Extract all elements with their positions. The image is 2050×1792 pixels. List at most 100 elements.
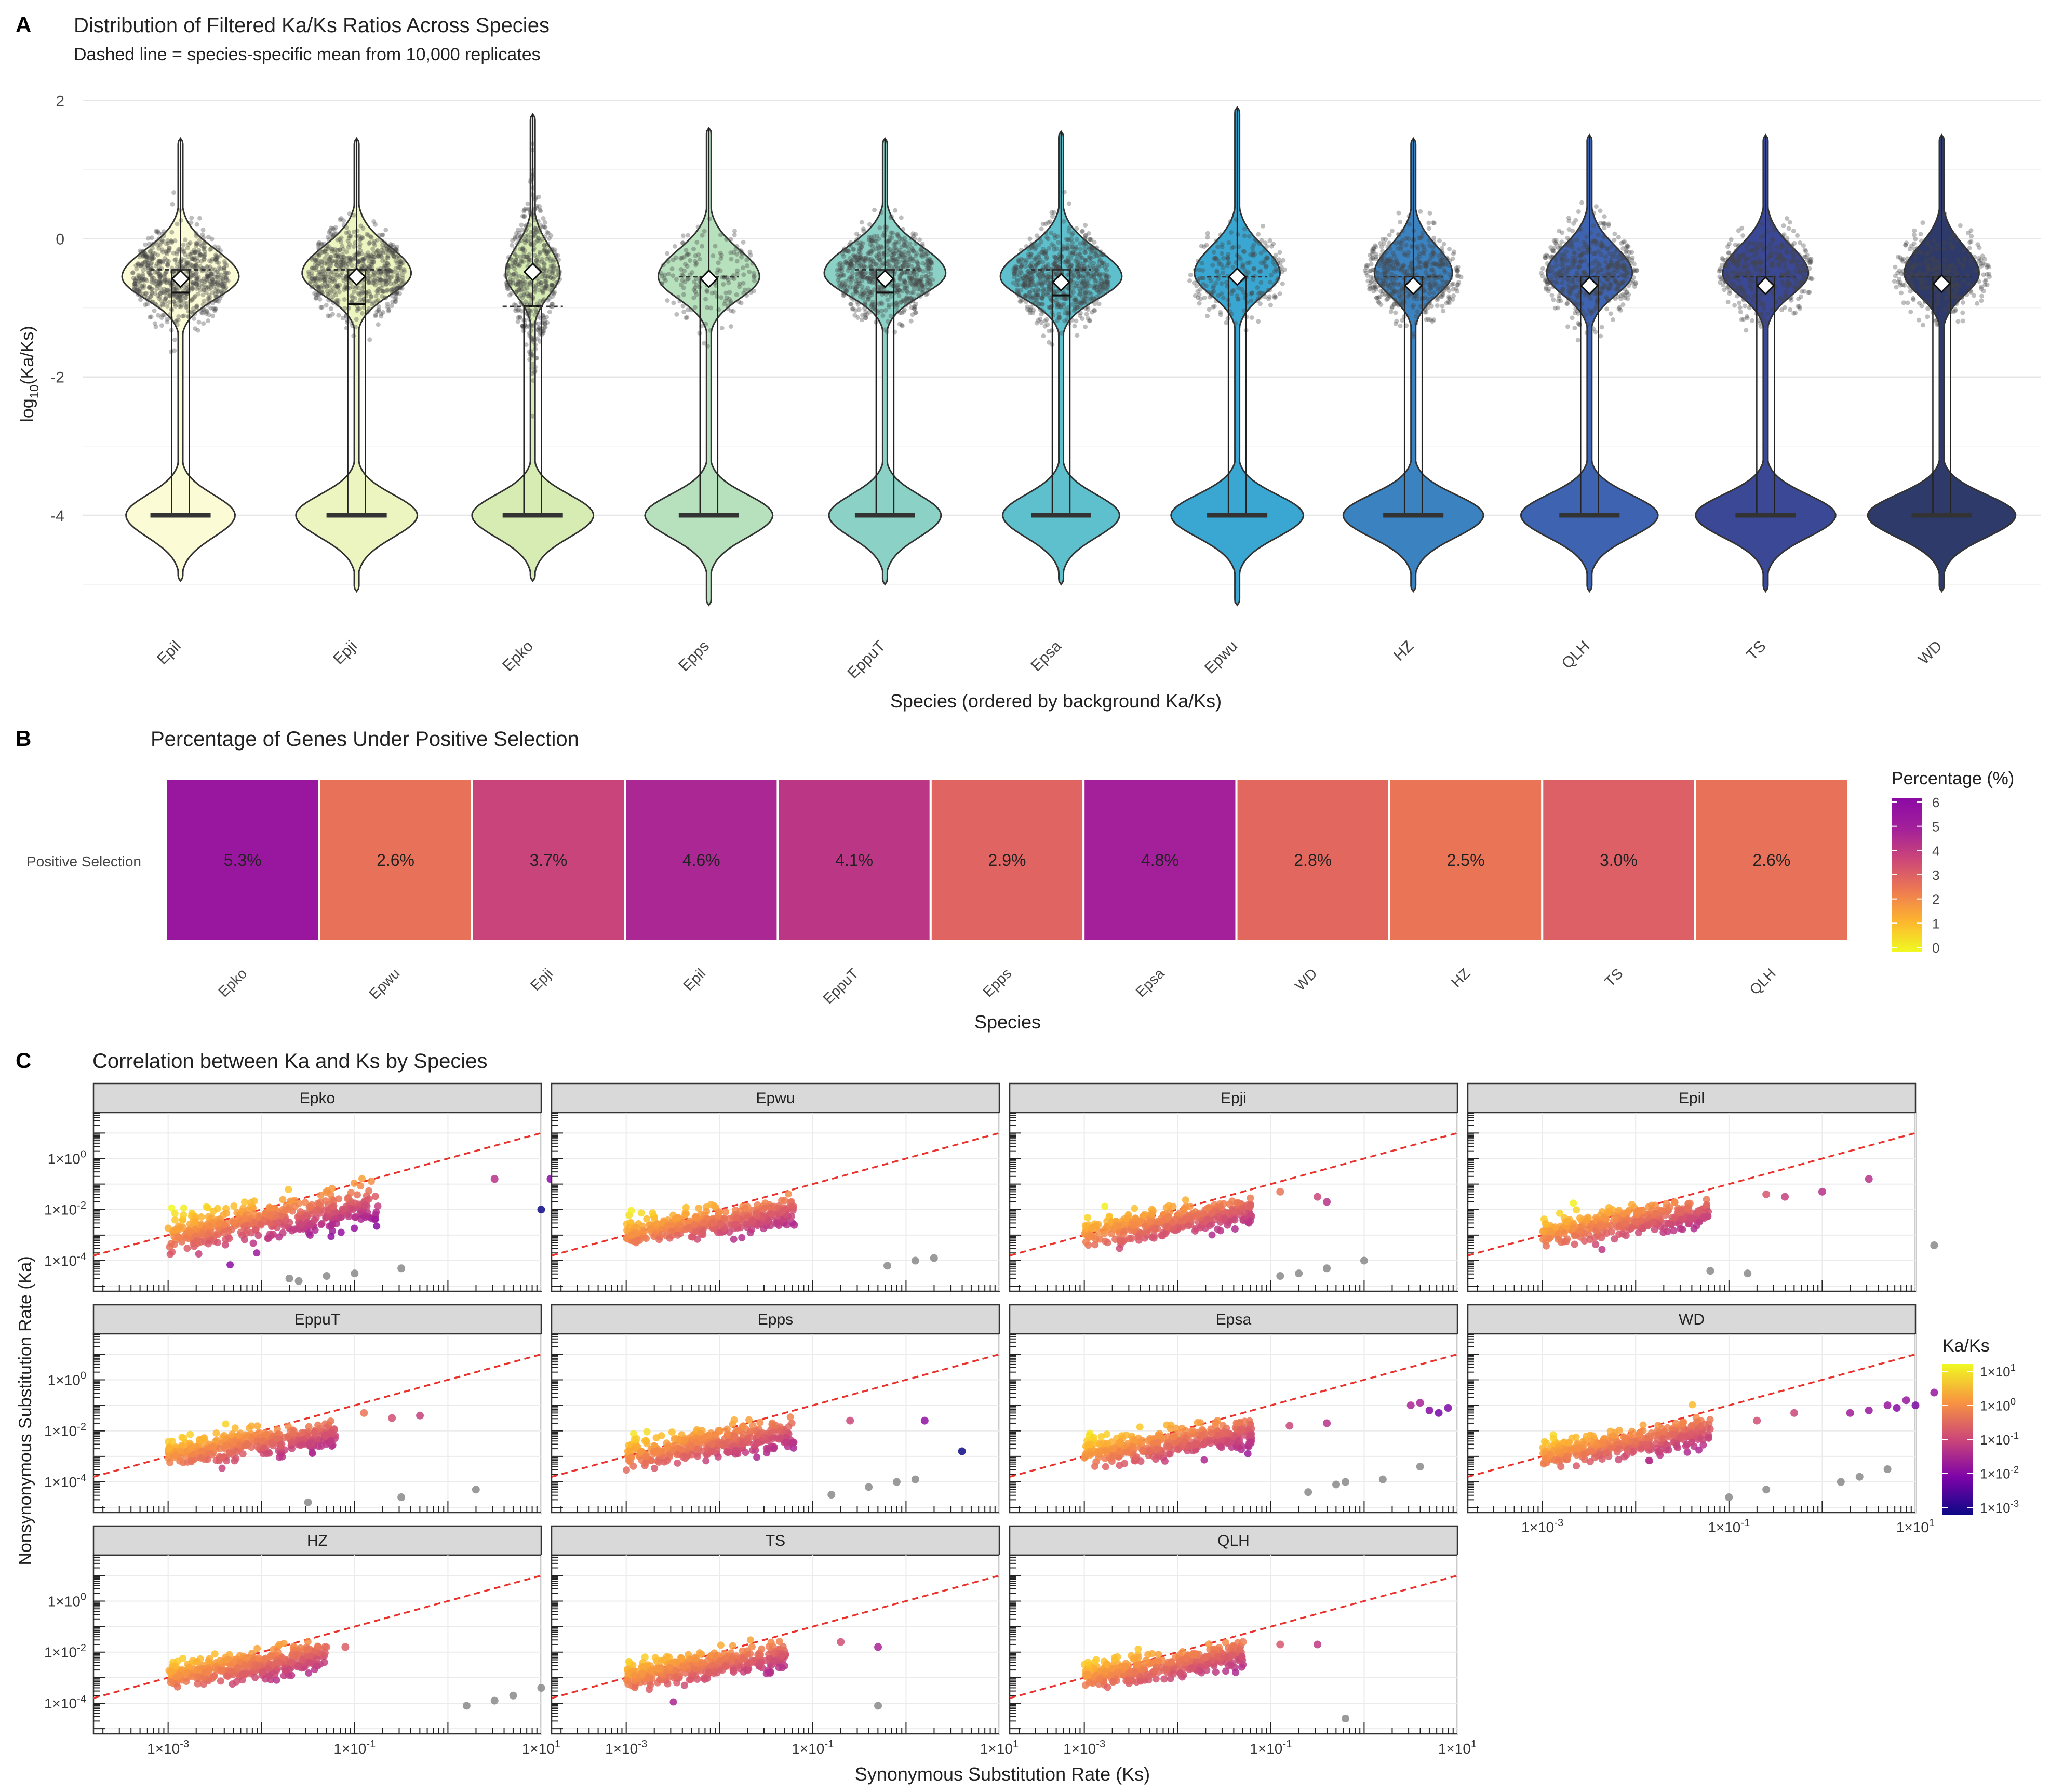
- jitter-point: [372, 243, 378, 248]
- jitter-point: [672, 244, 677, 249]
- jitter-point: [1188, 272, 1193, 277]
- jitter-point: [353, 286, 358, 291]
- jitter-point: [157, 282, 163, 287]
- jitter-point: [1782, 265, 1787, 271]
- jitter-point: [219, 283, 224, 288]
- jitter-point: [391, 287, 396, 292]
- jitter-point: [316, 245, 321, 250]
- jitter-point: [167, 280, 172, 285]
- jitter-point: [1071, 290, 1076, 295]
- jitter-point: [200, 227, 206, 232]
- jitter-point: [212, 244, 218, 249]
- jitter-point: [895, 303, 900, 308]
- jitter-point: [185, 261, 190, 266]
- jitter-point: [1261, 261, 1266, 266]
- jitter-point: [1424, 310, 1429, 315]
- jitter-point: [168, 238, 173, 243]
- jitter-point: [190, 270, 195, 275]
- jitter-point: [154, 229, 159, 234]
- jitter-point: [204, 277, 209, 282]
- jitter-point: [1772, 225, 1777, 230]
- jitter-point: [191, 306, 196, 311]
- jitter-point: [216, 283, 221, 288]
- jitter-point: [132, 287, 137, 292]
- jitter-point: [869, 302, 874, 307]
- jitter-point: [548, 233, 554, 238]
- jitter-point: [1781, 223, 1786, 228]
- jitter-point: [1406, 222, 1412, 227]
- jitter-point: [917, 237, 922, 243]
- jitter-point: [219, 288, 224, 293]
- jitter-point: [1418, 265, 1423, 270]
- jitter-point: [1609, 244, 1614, 249]
- jitter-point: [1046, 274, 1051, 279]
- jitter-point: [1088, 259, 1093, 264]
- jitter-point: [903, 280, 908, 285]
- jitter-point: [1033, 301, 1038, 306]
- jitter-point: [324, 303, 329, 308]
- jitter-point: [1251, 249, 1256, 255]
- jitter-point: [163, 277, 168, 283]
- jitter-point: [371, 251, 377, 256]
- jitter-point: [155, 252, 160, 258]
- jitter-point: [205, 273, 210, 278]
- jitter-point: [327, 230, 332, 235]
- jitter-point: [728, 250, 733, 256]
- jitter-point: [518, 234, 524, 239]
- jitter-point: [853, 288, 858, 293]
- jitter-point: [376, 270, 381, 275]
- jitter-point: [512, 272, 517, 277]
- jitter-point: [1624, 244, 1629, 249]
- jitter-point: [1038, 307, 1043, 312]
- jitter-point: [1268, 273, 1274, 278]
- jitter-point: [928, 258, 933, 263]
- jitter-point: [1560, 280, 1565, 286]
- jitter-point: [909, 276, 914, 282]
- jitter-point: [908, 256, 914, 261]
- jitter-point: [1601, 222, 1606, 227]
- jitter-point: [1246, 270, 1251, 275]
- jitter-point: [1740, 233, 1746, 238]
- jitter-point: [197, 216, 203, 221]
- jitter-point: [164, 280, 169, 286]
- jitter-point: [171, 284, 177, 289]
- jitter-point: [1426, 301, 1431, 306]
- jitter-point: [141, 291, 146, 297]
- jitter-point: [503, 272, 508, 277]
- jitter-point: [1577, 260, 1583, 265]
- jitter-point: [162, 256, 167, 261]
- jitter-point: [156, 313, 161, 318]
- jitter-point: [713, 290, 718, 295]
- jitter-point: [154, 239, 159, 245]
- jitter-point: [148, 249, 153, 255]
- jitter-point: [341, 218, 346, 223]
- jitter-point: [198, 252, 203, 257]
- jitter-point: [1754, 259, 1760, 264]
- jitter-point: [209, 277, 215, 282]
- jitter-point: [187, 240, 193, 245]
- jitter-point: [154, 229, 159, 234]
- jitter-point: [172, 287, 177, 292]
- jitter-point: [195, 291, 200, 297]
- jitter-point: [164, 251, 169, 257]
- jitter-point: [1431, 261, 1437, 266]
- jitter-point: [1442, 268, 1447, 273]
- jitter-point: [166, 248, 171, 253]
- jitter-point: [1942, 257, 1947, 262]
- jitter-point: [152, 321, 157, 326]
- jitter-point: [685, 315, 690, 320]
- jitter-point: [169, 240, 175, 245]
- jitter-point: [215, 275, 220, 280]
- jitter-point: [505, 279, 511, 285]
- jitter-point: [1093, 284, 1098, 289]
- jitter-point: [185, 259, 190, 264]
- jitter-point: [145, 268, 151, 273]
- jitter-point: [1427, 286, 1432, 291]
- jitter-point: [202, 254, 207, 259]
- jitter-point: [146, 263, 151, 268]
- jitter-point: [143, 302, 148, 307]
- jitter-point: [169, 230, 175, 235]
- jitter-point: [210, 290, 215, 296]
- jitter-point: [215, 255, 220, 260]
- jitter-point: [1551, 285, 1556, 290]
